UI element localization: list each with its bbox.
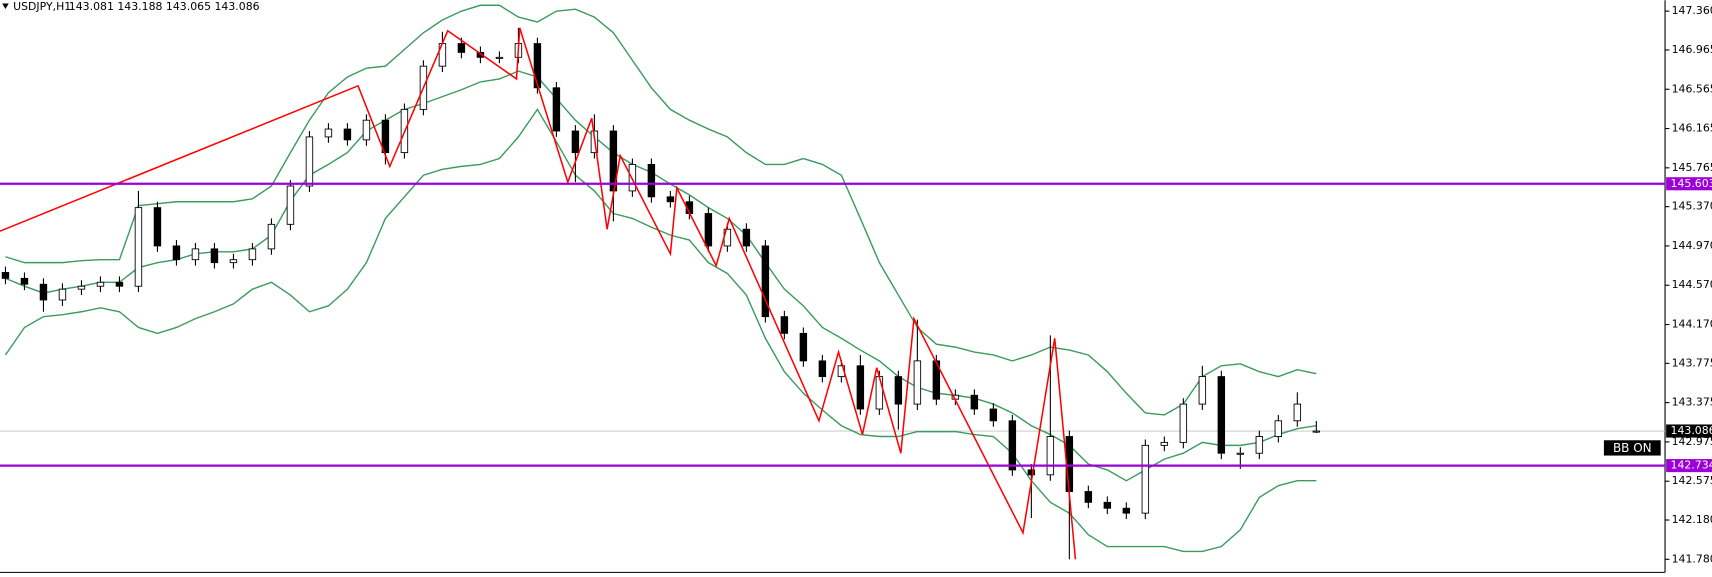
candle-body (818, 360, 827, 378)
candle-body (913, 360, 922, 405)
price-label-bg (1666, 424, 1712, 438)
candle-body (20, 277, 29, 285)
candle-body (1293, 403, 1302, 422)
candle-body (248, 248, 257, 261)
y-tick-label: 143.775 (1672, 356, 1712, 369)
y-tick-label: 146.165 (1672, 122, 1712, 135)
y-tick-label: 144.570 (1672, 278, 1712, 291)
candle-body (495, 56, 504, 59)
candle-body (970, 394, 979, 410)
quote: 143.081 143.188 143.065 143.086 (69, 0, 260, 13)
candle-body (153, 207, 162, 247)
candle-body (305, 136, 314, 187)
candle-body (571, 130, 580, 154)
candle-body (647, 163, 656, 198)
candle-body (96, 281, 105, 287)
candle-body (1, 272, 10, 279)
bollinger-band (5, 4, 1317, 416)
candle-body (856, 365, 865, 410)
candle-body (761, 245, 770, 318)
candle-body (267, 223, 276, 250)
y-tick-label: 145.765 (1672, 161, 1712, 174)
level-label: 142.734 (1671, 459, 1712, 472)
candle-body (1084, 491, 1093, 503)
y-tick-label: 143.375 (1672, 396, 1712, 409)
candle-body (628, 163, 637, 192)
y-tick-label: 142.575 (1672, 474, 1712, 487)
candle-body (533, 43, 542, 89)
candle-body (666, 196, 675, 203)
candle-body (1255, 436, 1264, 454)
candle-body (1217, 376, 1226, 454)
y-tick-label: 146.565 (1672, 82, 1712, 95)
candle-body (875, 376, 884, 410)
y-tick-label: 141.780 (1672, 552, 1712, 565)
candle-body (324, 128, 333, 138)
candle-body (552, 87, 561, 132)
candle-body (1179, 403, 1188, 443)
y-tick-label: 144.970 (1672, 239, 1712, 252)
candle-body (115, 281, 124, 287)
candle-body (1274, 420, 1283, 437)
y-tick-label: 146.965 (1672, 43, 1712, 56)
candle-body (1103, 501, 1112, 509)
candle-body (134, 207, 143, 287)
candle-body (1008, 420, 1017, 471)
candle-body (1160, 441, 1169, 446)
y-tick-label: 142.975 (1672, 435, 1712, 448)
bollinger-band (4, 108, 1317, 553)
candle-body (229, 259, 238, 264)
candle-body (381, 119, 390, 154)
candle-body (932, 360, 941, 400)
candle-body (1312, 430, 1321, 433)
candle-body (799, 332, 808, 362)
candle-body (476, 51, 485, 58)
candle-body (1046, 436, 1055, 476)
candle-body (286, 185, 295, 225)
candle-body (742, 228, 751, 247)
menu-arrow[interactable] (2, 3, 9, 9)
y-tick-label: 144.170 (1672, 318, 1712, 331)
candle-body (894, 376, 903, 405)
candle-body (1027, 469, 1036, 476)
candle-body (362, 119, 371, 141)
candle-body (704, 213, 713, 247)
candle-body (457, 43, 466, 53)
candle-body (210, 248, 219, 264)
y-tick-label: 147.360 (1672, 4, 1712, 17)
candle-body (1198, 376, 1207, 405)
candle-body (343, 128, 352, 141)
candle-body (77, 285, 86, 290)
candle-body (191, 248, 200, 261)
level-label-bg (1666, 459, 1712, 473)
candle-body (1236, 452, 1245, 455)
candle-body (172, 245, 181, 261)
zigzag (0, 27, 1077, 560)
price-label: 143.086 (1671, 424, 1712, 437)
candle-body (39, 283, 48, 301)
level-label: 145.603 (1671, 177, 1712, 190)
candle-body (780, 316, 789, 334)
candle-body (58, 288, 67, 301)
y-tick-label: 142.180 (1672, 513, 1712, 526)
bollinger-band (5, 70, 1317, 482)
candle-body (1141, 444, 1150, 514)
y-tick-label: 145.370 (1672, 200, 1712, 213)
level-label-bg (1666, 177, 1712, 191)
candle-body (1122, 507, 1131, 514)
annotation-box (1603, 440, 1661, 456)
symbol: USDJPY,H1 (13, 0, 71, 13)
candle-body (989, 408, 998, 422)
annotation: BB ON (1613, 441, 1652, 455)
